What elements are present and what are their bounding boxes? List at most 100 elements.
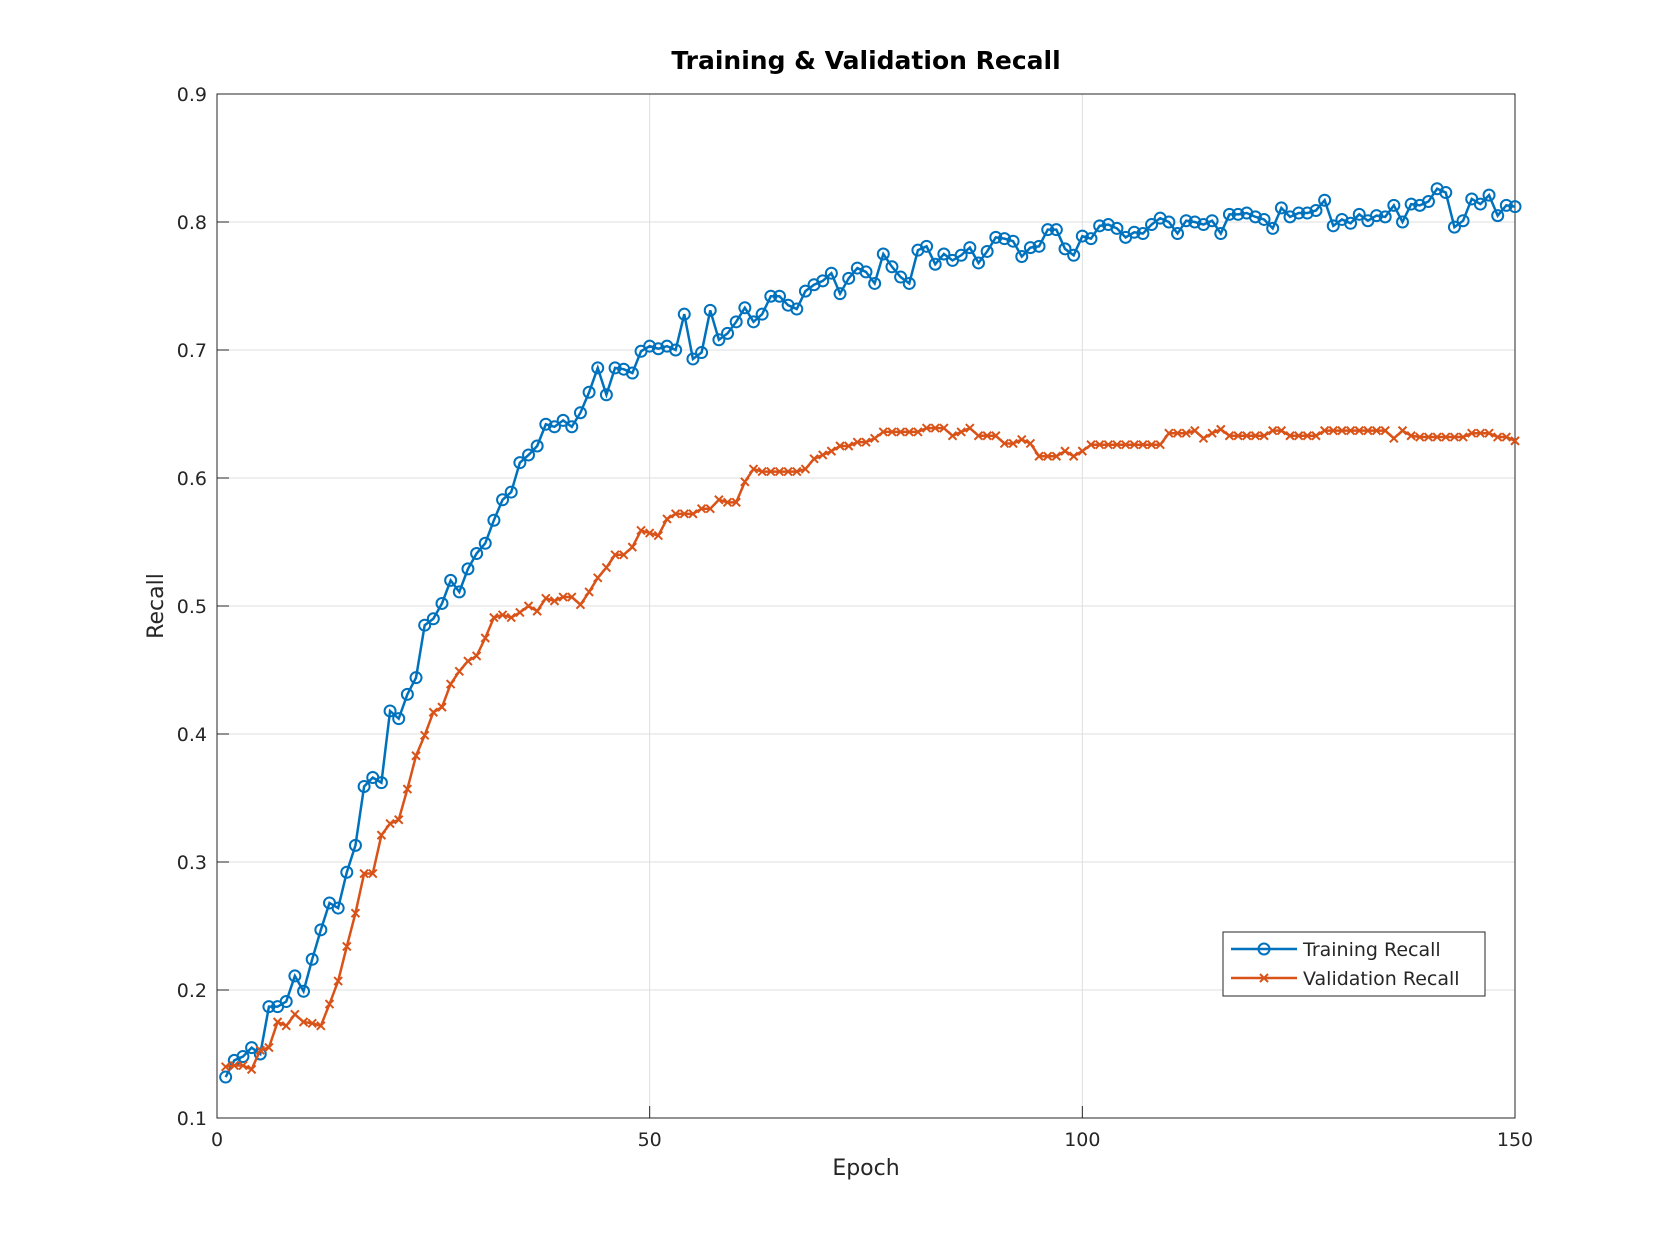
marker (670, 509, 681, 519)
marker (1075, 229, 1089, 243)
marker (904, 427, 914, 437)
marker (653, 530, 664, 541)
marker (307, 1018, 317, 1028)
marker (1473, 197, 1487, 211)
marker (712, 333, 726, 347)
marker (1198, 433, 1209, 444)
marker (348, 838, 362, 852)
marker (342, 941, 352, 952)
marker (409, 671, 423, 685)
legend-box (1222, 931, 1486, 997)
marker (1389, 433, 1399, 444)
marker (686, 352, 700, 366)
marker (1032, 239, 1046, 253)
chart-title: Training & Validation Recall (671, 46, 1060, 75)
marker (852, 437, 863, 447)
marker (1456, 214, 1470, 228)
marker (627, 542, 638, 552)
marker (1084, 232, 1098, 246)
marker (383, 704, 397, 718)
x-tick-label: 0 (211, 1129, 223, 1151)
marker (1093, 219, 1107, 233)
marker (1406, 431, 1416, 441)
marker (435, 596, 449, 610)
marker (1120, 440, 1131, 450)
marker (764, 289, 778, 303)
marker (591, 361, 605, 375)
marker (997, 232, 1011, 246)
marker (954, 248, 968, 262)
marker (989, 230, 1003, 244)
marker (426, 612, 440, 626)
marker (272, 1017, 283, 1027)
marker (703, 303, 717, 317)
marker (1458, 432, 1468, 442)
marker (246, 1064, 257, 1075)
marker (1164, 428, 1174, 438)
marker (392, 712, 406, 726)
marker (1041, 223, 1055, 237)
marker (1274, 201, 1288, 215)
marker (418, 618, 432, 632)
marker (1370, 209, 1384, 223)
marker (1067, 248, 1081, 262)
marker (1233, 431, 1243, 441)
marker (1380, 425, 1390, 436)
marker (298, 1017, 309, 1027)
marker (833, 287, 847, 301)
marker (1231, 207, 1245, 221)
marker (1222, 207, 1236, 221)
marker (937, 247, 951, 261)
y-tick-label: 0.3 (177, 852, 207, 874)
marker (1387, 198, 1401, 212)
marker (522, 448, 536, 462)
marker (625, 366, 639, 380)
marker (558, 592, 568, 602)
marker (895, 427, 906, 437)
marker (1216, 424, 1226, 435)
marker (400, 687, 414, 701)
marker (593, 573, 603, 583)
marker (772, 289, 786, 303)
marker (869, 433, 880, 444)
marker (1207, 428, 1217, 438)
marker (999, 438, 1010, 449)
marker (264, 1042, 274, 1053)
marker (861, 437, 871, 447)
marker (523, 601, 534, 611)
marker (1318, 193, 1332, 207)
marker (515, 607, 525, 618)
line (224, 187, 1516, 1078)
marker (824, 266, 838, 280)
marker (385, 818, 395, 829)
marker (963, 241, 977, 255)
legend-marker (1257, 942, 1271, 956)
marker (1378, 210, 1392, 224)
marker (1268, 425, 1278, 436)
marker (1136, 227, 1150, 241)
marker (636, 525, 646, 536)
marker (454, 666, 465, 676)
marker (324, 999, 335, 1009)
marker (478, 536, 492, 550)
marker (747, 315, 761, 329)
marker (1224, 431, 1235, 441)
marker (1129, 440, 1139, 450)
marker (835, 441, 845, 451)
marker (679, 509, 689, 519)
marker (740, 477, 750, 487)
marker (297, 984, 311, 998)
y-tick-label: 0.4 (177, 724, 207, 746)
marker (885, 260, 899, 274)
marker (1371, 425, 1382, 436)
marker (859, 265, 873, 279)
marker (826, 446, 837, 456)
marker (1309, 203, 1323, 217)
marker (1025, 438, 1036, 449)
marker (1352, 207, 1366, 221)
marker (696, 504, 707, 514)
plot-frame (216, 93, 1516, 1119)
marker (1285, 431, 1295, 441)
marker (1060, 446, 1070, 456)
